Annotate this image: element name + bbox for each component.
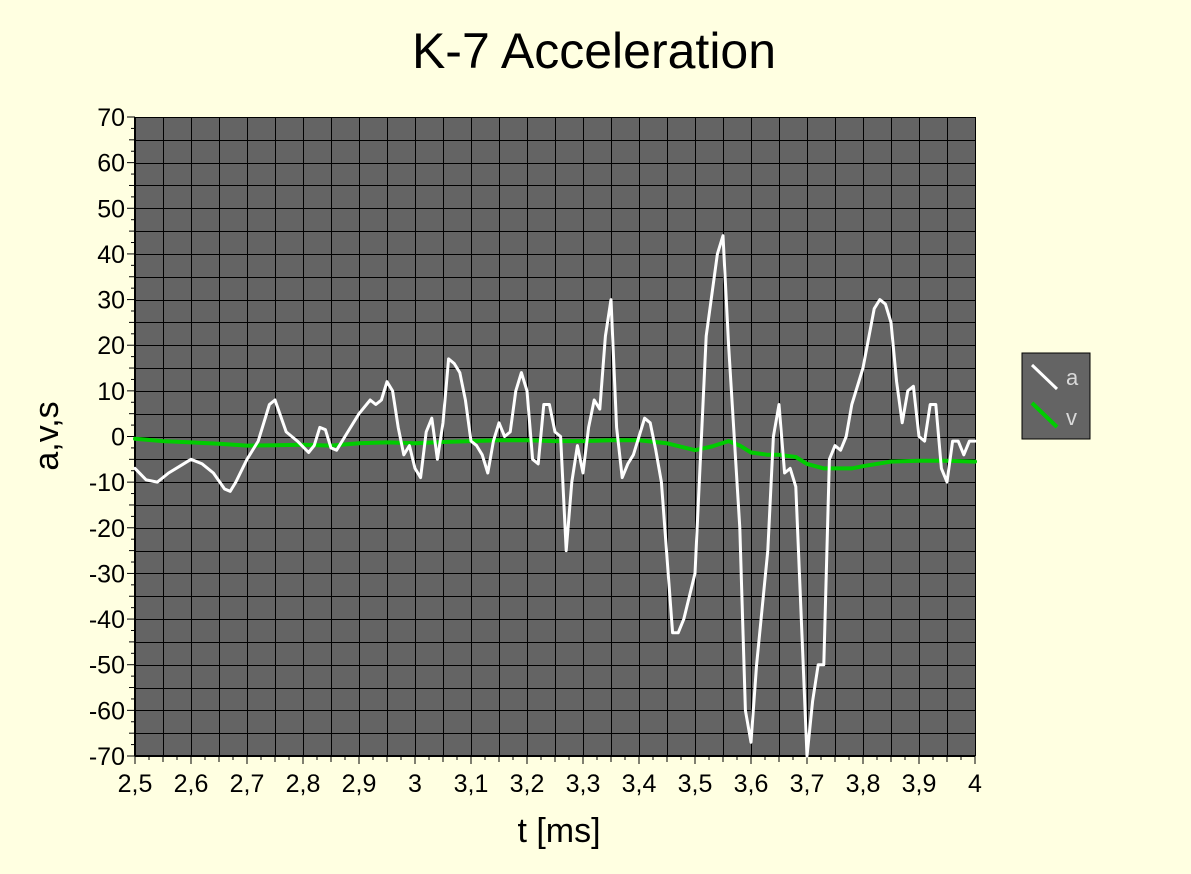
y-tick-label: 60 [97,150,125,178]
x-tick-label: 3,1 [454,770,489,798]
y-tick-labels: 70 60 50 40 30 20 10 0 -10 -20 -30 -40 -50 -60 -70 [89,104,125,771]
y-tick-label: -40 [89,606,125,634]
x-tick-label: 3,5 [678,770,713,798]
x-tick-label: 2,7 [230,770,265,798]
legend-swatch-v [1030,401,1059,429]
y-tick-label: 70 [97,104,125,132]
y-tick-label: 50 [97,195,125,223]
grid [135,117,976,757]
x-tick-label: 2,5 [118,770,153,798]
x-tick-label: 3,7 [790,770,825,798]
y-tick-label: 0 [111,424,125,452]
y-tick-label: -50 [89,652,125,680]
y-axis-label: a,v,s [28,401,66,470]
x-tick-label: 3,2 [510,770,545,798]
x-tick-label: 3,3 [566,770,601,798]
y-tick-label: 30 [97,287,125,315]
x-tick-label: 3 [408,770,422,798]
x-axis-label: t [ms] [517,812,600,850]
series-lines [133,234,977,758]
y-tick-label: -20 [89,515,125,543]
y-tick-label: -60 [89,697,125,725]
x-tick-label: 3,6 [734,770,769,798]
x-tick-label: 2,8 [286,770,321,798]
y-tick-label: 40 [97,241,125,269]
axes [127,116,976,764]
y-tick-label: -70 [89,743,125,771]
y-tick-label: -30 [89,560,125,588]
legend-label-a: a [1066,365,1079,390]
y-tick-label: -10 [89,469,125,497]
x-tick-label: 3,8 [846,770,881,798]
legend-label-v: v [1066,405,1077,430]
legend: a v [1021,352,1091,440]
legend-swatch-a [1030,363,1059,391]
x-tick-label: 2,9 [342,770,377,798]
y-tick-label: 20 [97,332,125,360]
x-tick-label: 2,6 [174,770,209,798]
x-tick-labels: 2,5 2,6 2,7 2,8 2,9 3 3,1 3,2 3,3 3,4 3,5 3,6 3,7 3,8… [118,770,982,798]
x-tick-label: 4 [968,770,982,798]
series-line-a [133,234,977,758]
x-tick-label: 3,9 [902,770,937,798]
x-tick-label: 3,4 [622,770,657,798]
y-tick-label: 10 [97,378,125,406]
chart-title: K-7 Acceleration [412,23,776,79]
